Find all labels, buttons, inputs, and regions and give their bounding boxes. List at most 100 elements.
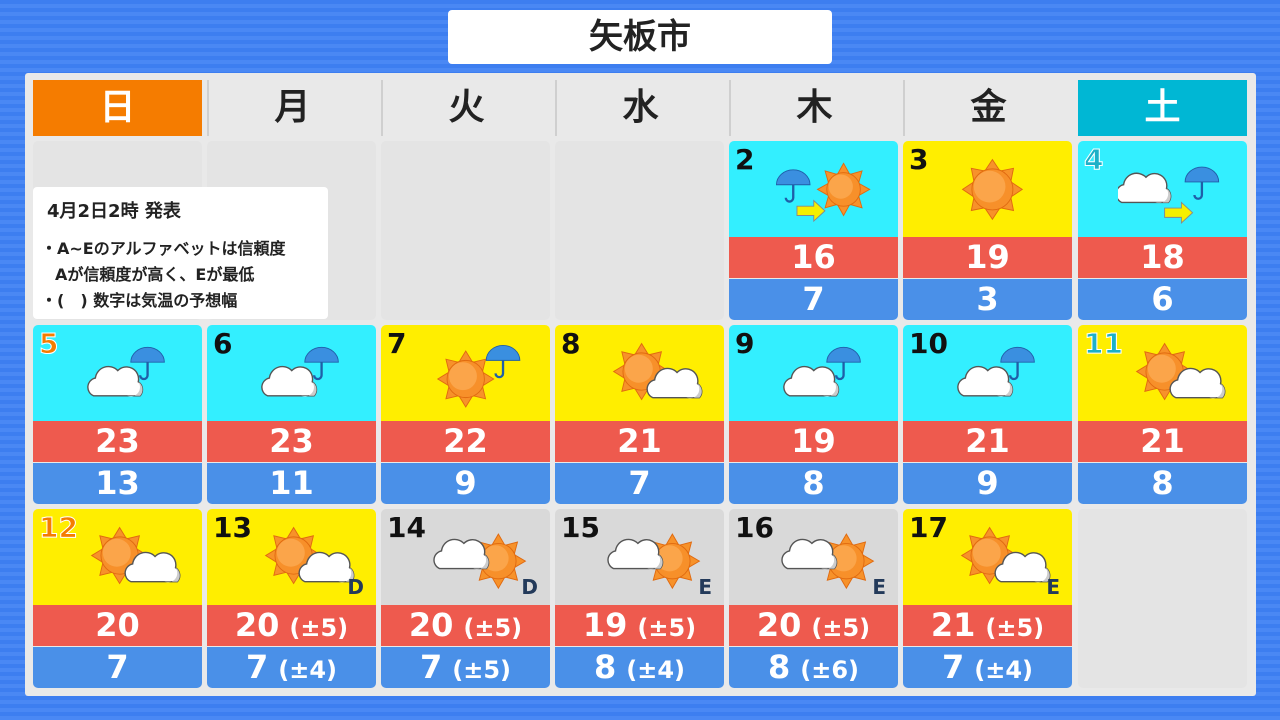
weather-icon-cloud-rain [73, 341, 183, 421]
weather-icon-sun [943, 157, 1053, 237]
high-temp-value: 22 [443, 422, 488, 460]
weather-icon-sun-cloud [247, 525, 357, 605]
sun-icon [436, 350, 495, 408]
day-number: 11 [1084, 327, 1124, 361]
sun-icon [816, 162, 871, 217]
day-number: 7 [387, 327, 407, 360]
weather-icon-cloud-rain [247, 341, 357, 421]
low-range: (±4) [974, 656, 1033, 684]
low-temp: 9 [381, 463, 550, 504]
high-range: (±5) [811, 614, 871, 642]
day-number: 13 [213, 511, 252, 544]
high-temp: 22 [381, 421, 550, 462]
empty-cell [381, 141, 550, 320]
day-cell: 13 D 20 (±5) 7 (±4) [207, 509, 376, 688]
low-temp: 7 (±4) [903, 647, 1072, 688]
low-range: (±4) [278, 656, 337, 684]
high-temp: 19 [729, 421, 898, 462]
low-temp-value: 9 [454, 464, 477, 502]
weekday-header: 水 [555, 80, 724, 136]
high-temp: 20 (±5) [381, 605, 550, 646]
low-temp-value: 8 [767, 648, 791, 686]
high-temp-value: 23 [95, 422, 140, 460]
umbrella-icon [304, 346, 339, 381]
low-temp: 13 [33, 463, 202, 504]
day-number: 16 [735, 511, 774, 544]
cloud-icon [261, 365, 318, 397]
low-temp-value: 8 [802, 464, 825, 502]
day-cell: 12 20 7 [33, 509, 202, 688]
weather-icon-cloud-sun [595, 525, 705, 605]
umbrella-icon [826, 346, 861, 381]
day-cell: 9 19 8 [729, 325, 898, 504]
note-reliability-scale: Aが信頼度が高く、Eが最低 [55, 265, 255, 284]
low-temp-value: 13 [95, 464, 140, 502]
high-temp-value: 18 [1140, 238, 1185, 276]
cloud-icon [783, 365, 840, 397]
reliability-grade: E [872, 575, 886, 599]
high-temp-value: 21 [1140, 422, 1185, 460]
low-temp-value: 9 [976, 464, 999, 502]
high-range: (±5) [985, 614, 1045, 642]
high-temp-value: 20 [234, 606, 280, 644]
weekday-header: 日 [33, 80, 202, 136]
cloud-icon [607, 538, 664, 570]
umbrella-icon [775, 169, 811, 203]
day-cell: 6 23 11 [207, 325, 376, 504]
day-cell: 7 22 9 [381, 325, 550, 504]
day-cell: 3 19 3 [903, 141, 1072, 320]
cloud-icon [781, 538, 838, 570]
low-temp-value: 7 [419, 648, 443, 686]
low-temp-value: 7 [106, 648, 129, 686]
sun-icon [470, 533, 527, 590]
high-temp-value: 20 [756, 606, 802, 644]
weekday-header: 土 [1078, 80, 1247, 136]
weather-icon-cloud-rain [769, 341, 879, 421]
low-range: (±5) [452, 656, 511, 684]
low-temp: 3 [903, 279, 1072, 320]
low-temp: 8 [1078, 463, 1247, 504]
weekday-header: 金 [903, 80, 1072, 136]
issued-time: 4月2日2時 発表 [47, 201, 181, 222]
info-box: 4月2日2時 発表 ・A~Eのアルファベットは信頼度 Aが信頼度が高く、Eが最低… [33, 187, 328, 319]
day-number: 6 [213, 327, 233, 360]
weather-icon-rain-then-sun [769, 157, 879, 237]
sun-icon [264, 526, 323, 585]
low-temp-value: 7 [628, 464, 651, 502]
cloud-icon [646, 367, 703, 399]
note-range: ・( ) 数字は気温の予想幅 [41, 291, 238, 310]
day-number: 4 [1083, 143, 1104, 177]
sun-icon [644, 533, 701, 590]
low-temp: 7 (±5) [381, 647, 550, 688]
high-range: (±5) [463, 614, 523, 642]
empty-cell [1078, 509, 1247, 688]
high-temp: 20 [33, 605, 202, 646]
day-cell: 11 21 8 [1078, 325, 1247, 504]
high-range: (±5) [637, 614, 697, 642]
cloud-icon [124, 551, 181, 583]
day-number: 17 [909, 511, 948, 544]
low-temp-value: 7 [802, 280, 825, 318]
day-number: 5 [38, 327, 59, 361]
weather-icon-cloud-sun [769, 525, 879, 605]
umbrella-icon [485, 344, 521, 379]
cloud-icon [298, 551, 355, 583]
weekday-header: 木 [729, 80, 898, 136]
empty-cell [555, 141, 724, 320]
day-cell: 2 16 7 [729, 141, 898, 320]
low-temp: 9 [903, 463, 1072, 504]
low-temp: 6 [1078, 279, 1247, 320]
low-temp-value: 3 [976, 280, 999, 318]
high-temp: 23 [33, 421, 202, 462]
note-reliability: ・A~Eのアルファベットは信頼度 [41, 239, 286, 258]
weather-icon-sun-cloud [1118, 341, 1228, 421]
low-temp-value: 11 [269, 464, 314, 502]
low-range: (±4) [626, 656, 685, 684]
weather-icon-cloud-rain [943, 341, 1053, 421]
cloud-icon [1169, 367, 1226, 399]
arrow-icon [1164, 201, 1194, 225]
low-temp-value: 8 [1151, 464, 1174, 502]
low-temp: 7 [555, 463, 724, 504]
low-temp: 11 [207, 463, 376, 504]
day-cell: 15 E 19 (±5) 8 (±4) [555, 509, 724, 688]
